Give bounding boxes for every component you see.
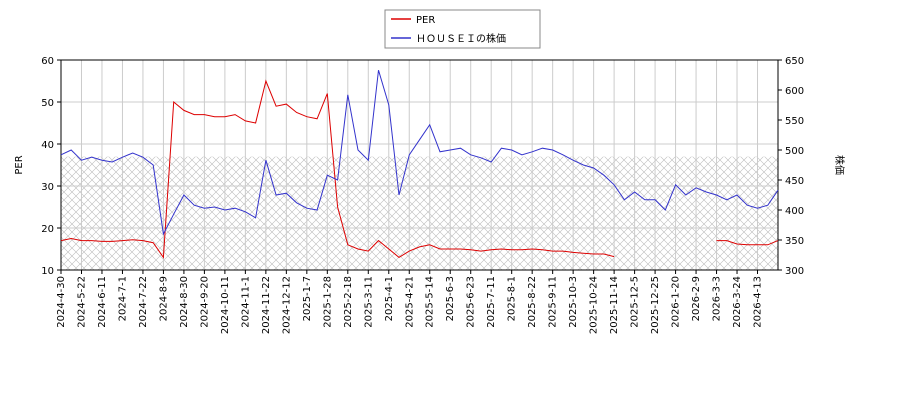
x-tick-label: 2025-12-5 [630,276,641,328]
x-tick-label: 2025-6-3 [445,276,456,321]
x-tick-label: 2026-4-13 [753,276,764,328]
y2-tick-label: 600 [785,86,804,97]
x-tick-label: 2024-7-22 [138,276,149,328]
x-tick-label: 2024-11-1 [240,276,251,328]
legend-box [384,9,541,49]
x-tick-label: 2024-6-11 [97,276,108,328]
x-tick-label: 2025-6-23 [466,276,477,328]
x-tick-label: 2025-3-11 [363,276,374,328]
x-tick-label: 2025-2-18 [343,276,354,328]
y2-tick-label: 300 [785,266,804,277]
x-tick-label: 2024-11-22 [261,276,272,334]
x-tick-label: 2025-9-11 [548,276,559,328]
x-tick-label: 2025-10-3 [568,276,579,328]
x-tick-label: 2026-2-9 [691,276,702,321]
x-tick-label: 2024-4-30 [56,276,67,328]
x-tick-label: 2025-4-1 [384,276,395,321]
x-tick-label: 2024-10-11 [220,276,231,334]
y2-tick-label: 550 [785,116,804,127]
shaded-band [61,156,778,270]
x-tick-label: 2025-8-22 [527,276,538,328]
y-tick-label: 10 [41,266,54,277]
series-line [60,79,779,259]
y-tick-label: 60 [41,56,54,67]
plot-frame [60,59,779,271]
legend-label: PER [416,15,435,26]
x-tick-label: 2024-8-30 [179,276,190,328]
x-tick-label: 2024-5-22 [76,276,87,328]
x-tick-label: 2025-1-7 [302,276,313,321]
x-tick-label: 2024-12-12 [281,276,292,334]
x-tick-label: 2025-5-14 [425,276,436,328]
x-tick-label: 2025-12-25 [650,276,661,334]
y2-tick-label: 450 [785,176,804,187]
x-tick-label: 2025-1-28 [322,276,333,328]
y2-tick-label: 500 [785,146,804,157]
x-tick-label: 2026-1-20 [671,276,682,328]
y2-tick-label: 650 [785,56,804,67]
x-tick-label: 2024-8-9 [158,276,169,321]
legend-label: ＨＯＵＳＥＩの株価 [416,32,506,45]
x-tick-label: 2024-9-20 [199,276,210,328]
x-tick-label: 2025-11-14 [609,276,620,334]
y2-tick-label: 400 [785,206,804,217]
x-tick-label: 2024-7-1 [117,276,128,321]
legend: PER ＨＯＵＳＥＩの株価 [384,9,541,49]
series-line [60,70,779,236]
x-tick-label: 2025-7-11 [486,276,497,328]
y-tick-label: 20 [41,224,54,235]
x-tick-label: 2026-3-3 [712,276,723,321]
y2-axis-title: 株価 [833,155,846,175]
x-tick-label: 2025-4-21 [404,276,415,328]
x-tick-label: 2026-3-24 [732,276,743,328]
y2-tick-label: 350 [785,236,804,247]
y-axis-title: PER [14,155,25,174]
x-tick-label: 2025-10-24 [589,276,600,334]
x-tick-label: 2025-8-1 [507,276,518,321]
y-tick-label: 50 [41,98,54,109]
y-tick-label: 30 [41,182,54,193]
y-tick-label: 40 [41,140,54,151]
